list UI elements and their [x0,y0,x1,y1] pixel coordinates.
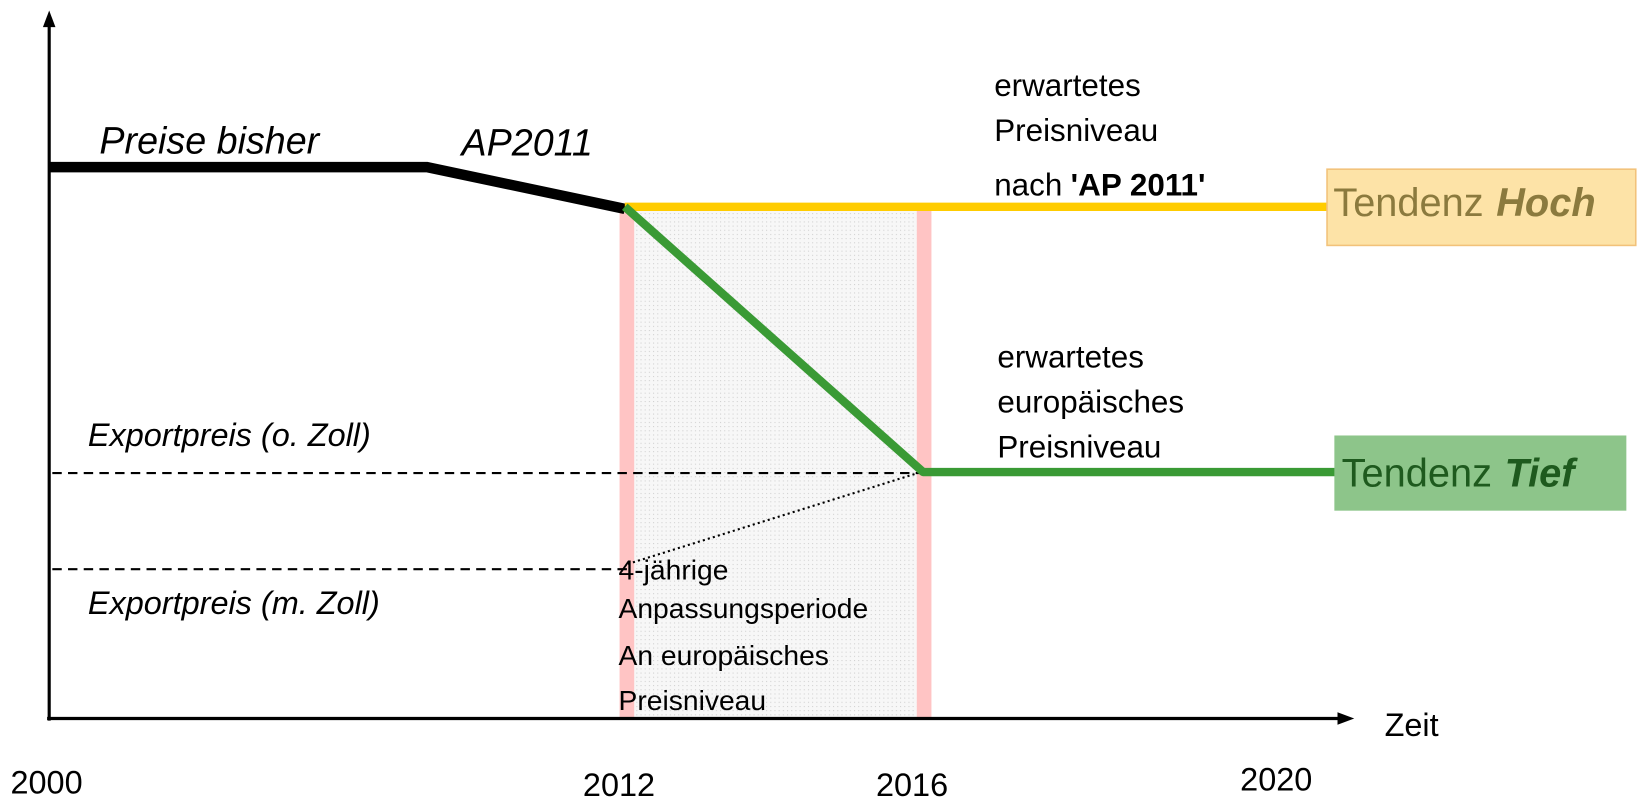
x-axis-label: Zeit [1385,707,1439,743]
period-line: 4-jährige [619,554,729,586]
high-prefix: Tendenz [1333,181,1483,225]
dotted-link [627,471,922,565]
period-line: Anpassungsperiode [619,592,869,624]
high-emph: Hoch [1496,181,1595,225]
year-label: 2012 [583,767,655,801]
period-line: An europäisches [619,639,829,671]
period-line: Preisniveau [619,684,767,716]
low-prefix: Tendenz [1342,452,1492,496]
year-label: 2016 [876,767,948,801]
low-box [1334,435,1627,511]
expected-high-nach: nach 'AP 2011' [994,167,1205,202]
past-price-line [49,161,626,214]
period-area [634,208,917,719]
export-with-duty: Exportpreis (m. Zoll) [88,585,380,621]
high-box-label: Tendenz Hoch [1333,181,1595,225]
nach: nach [994,167,1062,202]
low-emph: Tief [1505,452,1579,496]
year-label: 2020 [1240,762,1312,798]
expected-high-line: Preisniveau [994,113,1158,148]
ap2011: AP2011 [460,122,593,164]
high-box [1326,168,1637,247]
x-axis-arrow [1337,712,1355,725]
expected-low-line: erwartetes [997,340,1144,375]
expected-high-line: erwartetes [994,68,1141,103]
expected-low-line: europäisches [997,385,1184,420]
low-box-label: Tendenz Tief [1342,452,1579,496]
period-end-bar [916,208,932,719]
period-start-bar [619,208,635,719]
nach-bold: 'AP 2011' [1071,167,1206,202]
prices-before: Preise bisher [99,120,320,162]
year-label: 2000 [10,765,82,801]
low-trend-line [622,203,1336,477]
expected-low-line: Preisniveau [997,429,1161,464]
export-without-duty: Exportpreis (o. Zoll) [88,417,371,453]
y-axis-arrow [42,10,56,28]
